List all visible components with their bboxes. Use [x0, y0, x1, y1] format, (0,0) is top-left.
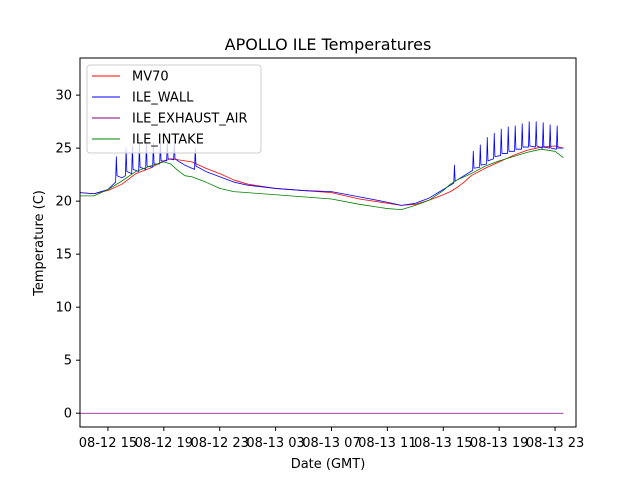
legend-label-mv70: MV70: [132, 70, 169, 85]
y-tick-label: 15: [55, 248, 72, 263]
series-layer: [80, 121, 564, 414]
x-tick-label: 08-12 23: [190, 436, 248, 451]
x-tick-label: 08-12 19: [135, 436, 193, 451]
series-line-ile-intake: [80, 148, 564, 211]
x-tick-label: 08-13 07: [302, 436, 360, 451]
y-tick-label: 10: [55, 301, 72, 316]
x-tick-label: 08-13 23: [526, 436, 584, 451]
series-line-ile-wall: [80, 121, 564, 206]
plot-frame: [79, 57, 577, 428]
legend-label-ile-intake: ILE_INTAKE: [132, 133, 204, 148]
y-axis-label: Temperature (C): [32, 190, 47, 297]
x-tick-label: 08-13 19: [470, 436, 528, 451]
legend-label-ile-wall: ILE_WALL: [132, 91, 194, 106]
chart-title: APOLLO ILE Temperatures: [225, 35, 432, 54]
y-tick-label: 0: [64, 407, 72, 422]
y-tick-label: 25: [55, 142, 72, 157]
x-tick-label: 08-13 15: [414, 436, 472, 451]
x-axis-label: Date (GMT): [291, 457, 366, 472]
legend-label-ile-exhaust-air: ILE_EXHAUST_AIR: [132, 112, 248, 127]
y-tick-label: 30: [55, 89, 72, 104]
y-tick-label: 5: [64, 354, 72, 369]
x-tick-label: 08-13 03: [246, 436, 304, 451]
x-tick-label: 08-13 11: [358, 436, 416, 451]
legend: MV70 ILE_WALL ILE_EXHAUST_AIR ILE_INTAKE: [86, 64, 262, 154]
legend-box: [86, 64, 262, 154]
x-tick-label: 08-12 15: [79, 436, 137, 451]
y-tick-label: 20: [55, 195, 72, 210]
series-line-mv70: [80, 145, 564, 206]
